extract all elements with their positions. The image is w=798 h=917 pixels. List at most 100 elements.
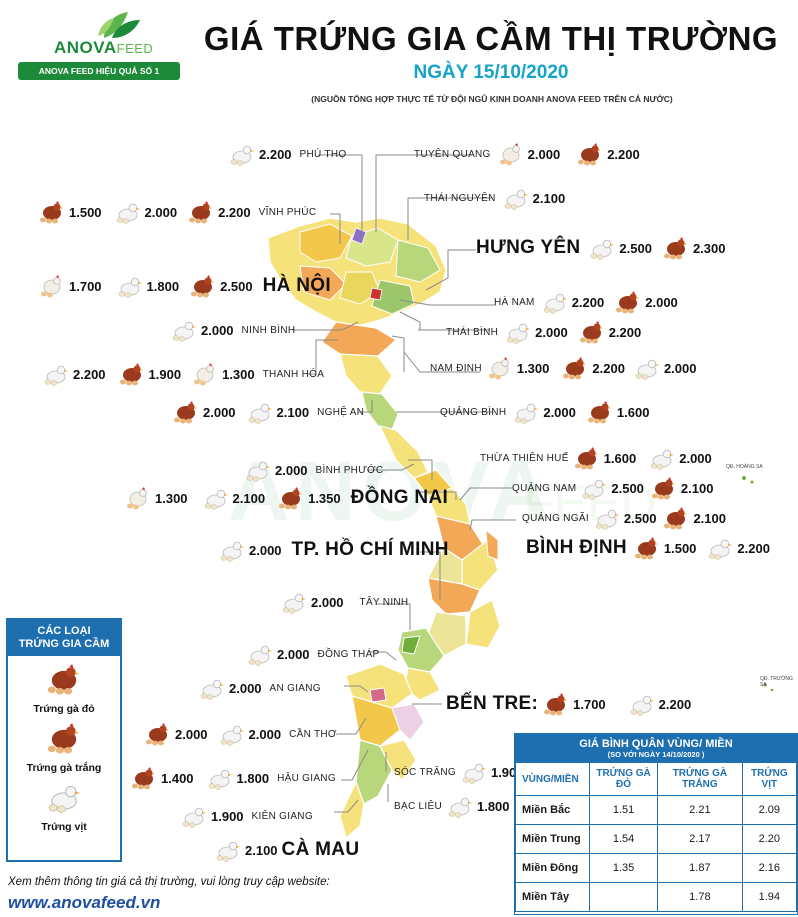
value-cell: 2.20 — [741, 824, 798, 854]
price: 2.000 — [679, 450, 712, 466]
province-ha-nam: HÀ NAM 2.200 2.000 — [490, 290, 682, 314]
website-link[interactable]: www.anovafeed.vn — [8, 893, 161, 912]
svg-text:FEED: FEED — [523, 475, 656, 531]
price: 2.000 — [144, 204, 178, 220]
value-cell: 1.94 — [741, 882, 798, 912]
price: 2.000 — [645, 294, 678, 310]
price: 1.900 — [148, 366, 182, 382]
price: 2.000 — [535, 324, 568, 340]
province-name: VĨNH PHÚC — [258, 206, 317, 218]
province-dong-thap: 2.000 ĐỒNG THÁP — [246, 642, 380, 666]
province-name: BẾN TRE: — [446, 693, 539, 714]
svg-text:ANOVA: ANOVA — [228, 444, 555, 538]
province-name: CÀ MAU — [281, 839, 360, 860]
legend-item-label: Trứng gà đỏ — [33, 703, 95, 715]
price: 2.100 — [245, 842, 278, 858]
price: 1.400 — [161, 770, 194, 786]
province-vinh-phuc: 1.500 2.000 2.200 VĨNH PHÚC — [38, 200, 316, 224]
price: 2.000 — [201, 322, 234, 338]
duck-egg-icon — [44, 365, 69, 386]
brown-hen-egg-icon — [146, 723, 169, 746]
price: 2.200 — [218, 204, 251, 220]
province-thanh-hoa: 2.200 1.900 1.300 THANH HÓA — [42, 362, 324, 386]
white-hen-egg-icon — [40, 274, 61, 298]
region-cell: Miền Đông — [515, 853, 590, 883]
price: 2.500 — [611, 480, 644, 496]
white-hen-egg-icon — [47, 723, 79, 754]
duck-egg-icon — [650, 449, 675, 470]
price: 2.100 — [232, 490, 266, 506]
price: 2.000 — [175, 726, 208, 742]
column-header: VÙNG/MIỀN — [515, 762, 590, 796]
brown-hen-egg-icon — [574, 447, 598, 470]
duck-egg-icon — [582, 479, 607, 500]
logo-brand: ANOVAFEED — [54, 38, 153, 58]
province-bac-lieu: BẠC LIÊU 1.800 — [390, 794, 514, 818]
province-dong-nai: 1.300 2.100 1.350 ĐỒNG NAI — [124, 486, 448, 510]
province-name: AN GIANG — [269, 682, 321, 694]
province-name: ĐỒNG THÁP — [317, 648, 380, 660]
duck-egg-icon — [118, 277, 143, 298]
price: 2.200 — [259, 146, 292, 162]
price: 2.500 — [623, 510, 657, 526]
price: 1.350 — [308, 490, 341, 506]
price: 2.200 — [592, 360, 625, 376]
province-can-tho: 2.000 2.000 CẦN THƠ — [144, 722, 337, 746]
brown-hen-egg-icon — [616, 291, 640, 314]
price: 2.200 — [737, 540, 770, 556]
brown-hen-egg-icon — [132, 767, 155, 790]
duck-egg-icon — [462, 763, 487, 784]
table-title-text: GIÁ BÌNH QUÂN VÙNG/ MIỀN — [579, 738, 733, 750]
price: 2.000 — [543, 404, 576, 420]
province-name: HÀ NỘI — [262, 275, 331, 296]
province-binh-dinh: BÌNH ĐỊNH 1.500 2.200 — [526, 536, 774, 560]
province-thua-thien-hue: THỪA THIÊN HUẾ 1.600 2.000 — [476, 446, 716, 470]
province-quang-ngai: QUẢNG NGÃI 2.500 2.100 — [518, 506, 730, 530]
legend-item-label: Trứng gà trắng — [26, 762, 102, 774]
duck-egg-icon — [230, 145, 255, 166]
duck-egg-icon — [630, 695, 655, 716]
duck-egg-icon — [514, 403, 539, 424]
province-kien-giang: 1.900 KIÊN GIANG — [180, 804, 313, 828]
price: 2.000 — [311, 594, 344, 610]
table-header-row: VÙNG/MIỀN TRỨNG GÀ ĐỎ TRỨNG GÀ TRẮNG TRỨ… — [515, 762, 798, 796]
duck-egg-icon — [595, 509, 620, 530]
province-name: NGHỆ AN — [317, 406, 365, 418]
province-name: QUẢNG NGÃI — [522, 512, 589, 524]
duck-egg-icon — [504, 189, 529, 210]
price: 2.000 — [277, 646, 310, 662]
province-name: THỪA THIÊN HUẾ — [480, 452, 569, 464]
value-cell — [588, 882, 659, 912]
price: 2.500 — [619, 240, 652, 256]
price: 2.100 — [680, 480, 714, 496]
province-name: QUẢNG NAM — [512, 482, 577, 494]
brown-hen-egg-icon — [174, 401, 197, 424]
duck-egg-icon — [200, 679, 225, 700]
brown-hen-egg-icon — [563, 357, 587, 380]
legend-item-white-hen: Trứng gà trắng — [8, 721, 120, 774]
table-compare-note: (SO VỚI NGÀY 14/10/2020 ) — [607, 750, 705, 759]
white-hen-egg-icon — [126, 486, 147, 510]
province-name: NAM ĐỊNH — [430, 362, 482, 374]
brown-hen-egg-icon — [651, 477, 675, 500]
page-title: GIÁ TRỨNG GIA CẦM THỊ TRƯỜNG — [203, 20, 779, 57]
province-name: BẠC LIÊU — [394, 800, 442, 812]
price: 1.700 — [573, 696, 606, 712]
price: 2.200 — [658, 696, 692, 712]
province-name: HÀ NAM — [494, 296, 535, 308]
date-subtitle: NGÀY 15/10/2020 — [413, 62, 569, 83]
province-an-giang: 2.000 AN GIANG — [198, 676, 321, 700]
duck-egg-icon — [708, 539, 733, 560]
value-cell: 1.78 — [657, 882, 743, 912]
value-cell: 1.35 — [588, 853, 659, 883]
province-name: PHÚ THỌ — [299, 148, 347, 160]
brown-hen-egg-icon — [579, 321, 603, 344]
duck-egg-icon — [220, 725, 245, 746]
brown-hen-egg-icon — [189, 201, 213, 224]
province-thai-binh: THÁI BÌNH 2.000 2.200 — [442, 320, 645, 344]
island-label-truong-sa: QĐ. TRƯỜNG SA — [760, 676, 793, 688]
province-name: TÂY NINH — [359, 596, 409, 608]
province-phu-tho: 2.200 PHÚ THỌ — [228, 142, 346, 166]
price: 2.000 — [248, 726, 282, 742]
table-row: Miền Tây 1.78 1.94 — [515, 882, 798, 912]
